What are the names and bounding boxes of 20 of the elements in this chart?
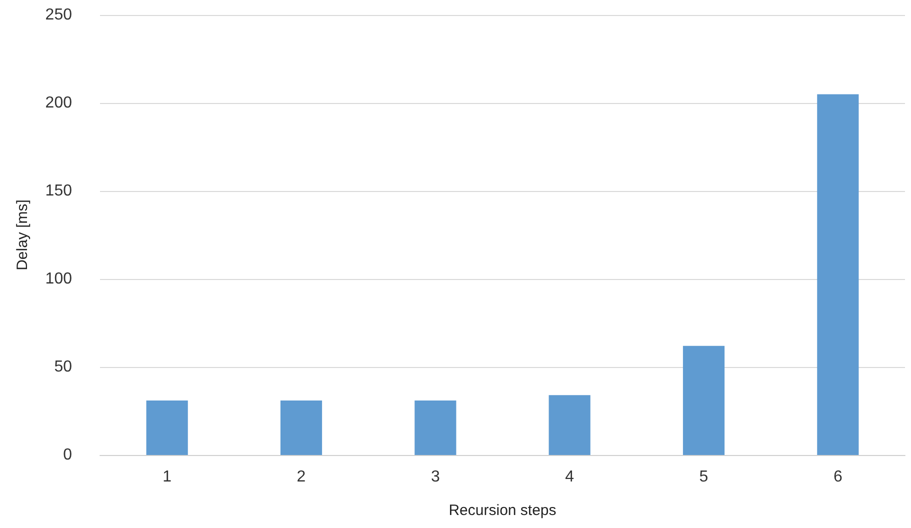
x-tick-label: 1 [162,468,172,486]
bar [414,400,456,455]
x-tick-label: 4 [565,468,574,486]
bar [682,346,725,455]
x-tick-label: 2 [296,468,306,486]
y-tick-label: 100 [45,270,72,288]
bar [280,400,322,455]
y-tick-label: 200 [45,94,72,112]
x-tick-label: 3 [430,468,440,486]
x-tick-label: 5 [699,468,708,486]
y-tick-label: 150 [45,182,72,200]
x-tick-label: 6 [833,468,842,486]
y-tick-label: 250 [45,6,72,24]
x-axis-title: Recursion steps [448,502,556,519]
y-axis-title: Delay [ms] [14,200,31,270]
bar [146,400,188,455]
bar [817,94,859,455]
y-tick-label: 50 [54,358,72,376]
bar [548,395,590,455]
y-tick-label: 0 [63,446,72,464]
